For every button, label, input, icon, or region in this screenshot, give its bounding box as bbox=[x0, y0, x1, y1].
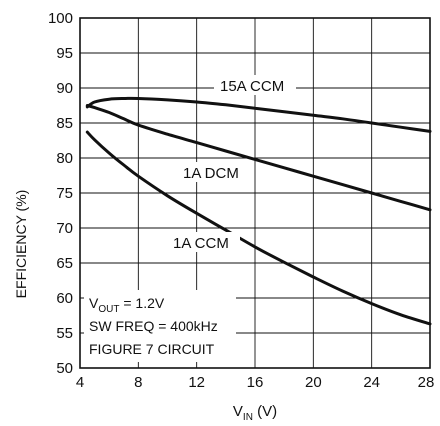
x-tick-label: 20 bbox=[305, 374, 322, 391]
condition-vout: VOUT = 1.2V bbox=[89, 295, 165, 315]
conditions-bg bbox=[84, 290, 236, 362]
y-tick-label: 60 bbox=[56, 290, 73, 307]
tick-labels: 50 55 60 65 70 75 80 85 90 95 100 4 8 12 16 20 24 28 bbox=[48, 10, 434, 391]
series-line-1a-ccm bbox=[85, 130, 432, 326]
curve-label-15a-ccm: 15A CCM bbox=[220, 78, 284, 95]
series-line-15a-ccm bbox=[85, 96, 432, 133]
y-tick-label: 80 bbox=[56, 150, 73, 167]
series-line-1a-dcm bbox=[85, 104, 432, 212]
x-axis-label-unit: (V) bbox=[253, 403, 277, 420]
x-axis-label: VIN (V) bbox=[233, 403, 277, 423]
condition-vout-prefix: V bbox=[89, 295, 99, 311]
y-tick-label: 75 bbox=[56, 185, 73, 202]
y-tick-label: 100 bbox=[48, 10, 73, 27]
y-tick-label: 95 bbox=[56, 45, 73, 62]
y-axis-label: EFFICIENCY (%) bbox=[13, 190, 29, 299]
x-axis-label-main: V bbox=[233, 403, 243, 420]
curve-label-1a-ccm: 1A CCM bbox=[173, 235, 229, 252]
y-tick-label: 70 bbox=[56, 220, 73, 237]
label-bg-1a-ccm bbox=[168, 232, 240, 252]
x-tick-label: 24 bbox=[363, 374, 380, 391]
y-tick-label: 90 bbox=[56, 80, 73, 97]
x-tick-label: 28 bbox=[418, 374, 435, 391]
curve-label-1a-dcm: 1A DCM bbox=[183, 165, 239, 182]
x-axis-label-sub: IN bbox=[243, 412, 253, 423]
x-tick-label: 12 bbox=[188, 374, 205, 391]
y-tick-label: 65 bbox=[56, 255, 73, 272]
series-lines bbox=[85, 96, 432, 326]
label-bg-15a bbox=[214, 75, 296, 95]
condition-frequency: SW FREQ = 400kHz bbox=[89, 318, 218, 334]
condition-vout-sub: OUT bbox=[98, 304, 119, 315]
condition-circuit: FIGURE 7 CIRCUIT bbox=[89, 341, 215, 357]
y-tick-label: 50 bbox=[56, 360, 73, 377]
y-tick-label: 85 bbox=[56, 115, 73, 132]
label-bg-1a-dcm bbox=[178, 162, 250, 182]
x-tick-label: 16 bbox=[247, 374, 264, 391]
plot-frame bbox=[79, 17, 431, 369]
condition-vout-value: = 1.2V bbox=[119, 295, 164, 311]
x-tick-label: 8 bbox=[134, 374, 142, 391]
y-tick-label: 55 bbox=[56, 325, 73, 342]
x-tick-label: 4 bbox=[76, 374, 84, 391]
